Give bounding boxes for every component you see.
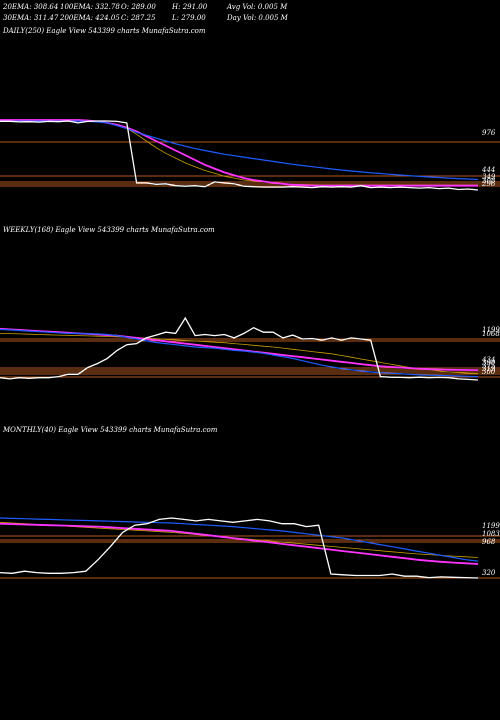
weekly-panel-title: WEEKLY(168) Eagle View 543399 charts Mun… [3, 226, 215, 234]
header-low: L: 279.00 [172, 14, 206, 22]
ema-long-line [0, 522, 479, 565]
level-label: 375 [482, 362, 496, 370]
header-open: O: 289.00 [121, 3, 156, 11]
ema-short-line [0, 328, 479, 378]
level-label: 320 [482, 569, 496, 577]
level-label: 1199 [482, 326, 500, 334]
monthly-panel-title: MONTHLY(40) Eagle View 543399 charts Mun… [3, 426, 218, 434]
level-label: 349 [482, 173, 496, 181]
header-30ema: 30EMA: 311.47 [3, 14, 59, 22]
header-200ema: 200EMA: 424.05 [60, 14, 120, 22]
level-label: 976 [482, 129, 496, 137]
level-label: 968 [482, 538, 496, 546]
ema-short-line [0, 517, 479, 562]
price-line [0, 120, 479, 191]
level-label: 1068 [482, 330, 500, 338]
header-close: C: 287.25 [121, 14, 156, 22]
ema-long-line [0, 119, 478, 187]
header-day-vol: Day Vol: 0.005 M [227, 14, 288, 22]
level-label: 434 [481, 356, 495, 364]
level-label: 300 [482, 368, 496, 376]
ema-mid-line [0, 333, 479, 374]
price-line [0, 316, 479, 381]
ema-short-line [0, 120, 479, 181]
header-20ema: 20EMA: 308.64 [3, 3, 59, 11]
header-100ema: 100EMA: 332.78 [60, 3, 120, 11]
level-label: 1083 [482, 530, 500, 538]
level-label: 319 [482, 365, 496, 373]
level-label: 444 [481, 166, 495, 174]
daily-panel-title: DAILY(250) Eagle View 543399 charts Muna… [3, 27, 206, 35]
price-line [0, 517, 479, 579]
level-label: 296 [481, 180, 496, 188]
level-label: 1199 [482, 522, 500, 530]
level-label: 308 [482, 177, 496, 185]
header-high: H: 291.00 [172, 3, 208, 11]
header-avg-vol: Avg Vol: 0.005 M [227, 3, 288, 11]
level-label: 390 [482, 359, 496, 367]
